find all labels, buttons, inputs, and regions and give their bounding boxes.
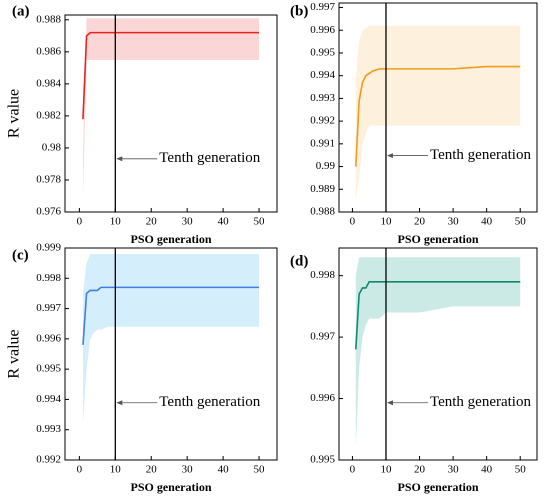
y-axis-label: R value — [6, 89, 23, 138]
arrow-head — [386, 400, 393, 406]
x-axis-label: PSO generation — [131, 480, 212, 494]
x-axis-label: PSO generation — [131, 232, 212, 246]
plot-frame — [338, 247, 538, 461]
series-line — [354, 280, 521, 350]
y-tick-label: 0.999 — [36, 242, 61, 254]
x-tick-label: 20 — [146, 464, 158, 476]
panel-label: (c) — [12, 247, 29, 263]
x-tick-label: 0 — [350, 216, 356, 228]
x-tick-label: 20 — [146, 216, 158, 228]
y-tick-label: 0.988 — [36, 13, 61, 25]
annotation-text: Tenth generation — [430, 394, 531, 410]
x-tick-label: 0 — [77, 216, 83, 228]
y-tick-label: 0.995 — [310, 454, 335, 466]
series-line — [354, 65, 521, 167]
x-tick-label: 50 — [254, 464, 266, 476]
x-tick-label: 50 — [515, 464, 527, 476]
plot — [82, 254, 260, 424]
confidence-band — [355, 257, 521, 448]
x-tick-label: 10 — [380, 216, 392, 228]
y-tick-label: 0.98 — [42, 141, 62, 153]
y-tick-label: 0.993 — [310, 92, 335, 104]
x-tick-label: 50 — [515, 216, 527, 228]
y-tick-label: 0.992 — [36, 454, 61, 466]
y-tick-label: 0.994 — [36, 393, 61, 405]
y-tick-label: 0.988 — [310, 206, 335, 218]
y-axis-label: R value — [6, 329, 23, 378]
x-tick-label: 0 — [77, 464, 83, 476]
y-tick-label: 0.996 — [310, 24, 335, 36]
x-axis-label: PSO generation — [398, 232, 479, 246]
x-tick-label: 40 — [481, 464, 493, 476]
confidence-band — [82, 18, 260, 196]
y-tick-label: 0.996 — [36, 332, 61, 344]
x-tick-label: 20 — [414, 464, 426, 476]
panel-label: (d) — [290, 253, 308, 269]
annotation-text: Tenth generation — [430, 147, 531, 163]
annotation-text: Tenth generation — [159, 150, 260, 166]
x-tick-label: 0 — [350, 464, 356, 476]
y-tick-label: 0.989 — [310, 183, 335, 195]
x-tick-label: 30 — [448, 464, 460, 476]
y-tick-label: 0.976 — [36, 206, 61, 218]
panel-label: (a) — [12, 3, 30, 19]
plot — [82, 18, 260, 196]
y-tick-label: 0.982 — [36, 109, 61, 121]
x-tick-label: 40 — [481, 216, 493, 228]
x-tick-label: 50 — [254, 216, 266, 228]
plot-frame — [338, 2, 538, 213]
arrow-head — [386, 153, 393, 159]
x-tick-label: 10 — [380, 464, 392, 476]
y-tick-label: 0.994 — [310, 69, 335, 81]
y-tick-label: 0.998 — [310, 269, 335, 281]
y-tick-label: 0.986 — [36, 45, 61, 57]
plot — [354, 25, 521, 201]
series-line — [82, 286, 260, 345]
x-tick-label: 30 — [448, 216, 460, 228]
x-tick-label: 30 — [182, 216, 194, 228]
x-axis-label: PSO generation — [398, 480, 479, 494]
x-tick-label: 10 — [110, 216, 122, 228]
y-tick-label: 0.995 — [310, 47, 335, 59]
y-tick-label: 0.995 — [36, 363, 61, 375]
x-tick-label: 40 — [218, 464, 230, 476]
annotation-text: Tenth generation — [159, 394, 260, 410]
arrow-head — [116, 156, 123, 162]
plot-frame — [64, 247, 278, 461]
confidence-band — [355, 25, 521, 201]
y-tick-label: 0.984 — [36, 77, 61, 89]
y-tick-label: 0.997 — [310, 1, 335, 13]
x-tick-label: 30 — [182, 464, 194, 476]
y-tick-label: 0.992 — [310, 115, 335, 127]
y-tick-label: 0.998 — [36, 272, 61, 284]
series-line — [82, 31, 260, 120]
x-tick-label: 40 — [218, 216, 230, 228]
plot-frame — [64, 14, 278, 213]
y-tick-label: 0.99 — [316, 160, 336, 172]
y-tick-label: 0.978 — [36, 173, 61, 185]
arrow-head — [116, 400, 123, 406]
panel-label: (b) — [290, 3, 308, 19]
plot — [354, 257, 521, 448]
confidence-band — [82, 254, 260, 424]
y-tick-label: 0.996 — [310, 392, 335, 404]
y-tick-label: 0.997 — [310, 331, 335, 343]
y-tick-label: 0.997 — [36, 302, 61, 314]
x-tick-label: 10 — [110, 464, 122, 476]
y-tick-label: 0.991 — [310, 137, 335, 149]
x-tick-label: 20 — [414, 216, 426, 228]
y-tick-label: 0.993 — [36, 423, 61, 435]
